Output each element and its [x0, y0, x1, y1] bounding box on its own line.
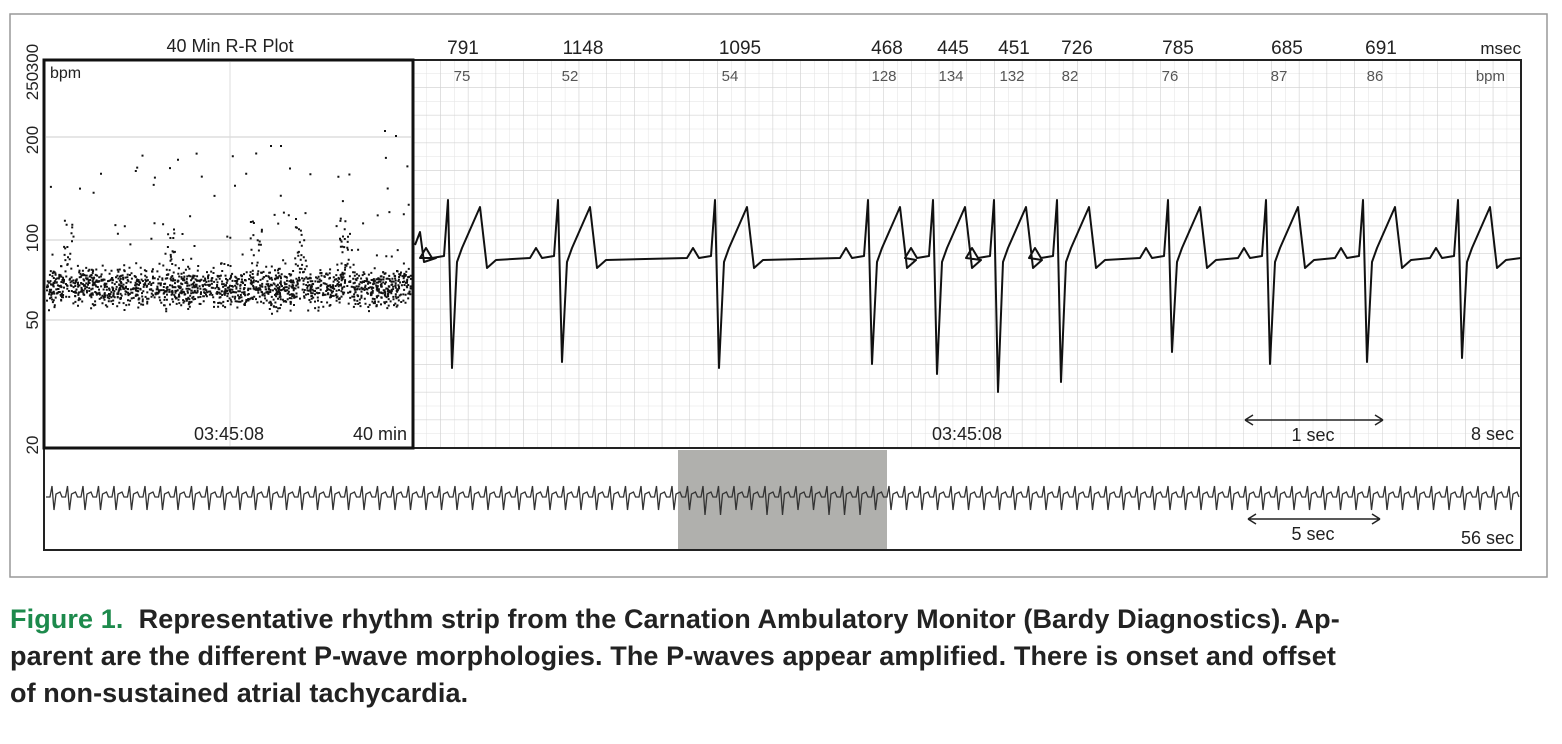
strip-time: 03:45:08 — [932, 424, 1002, 444]
interval-label: 451 — [998, 38, 1030, 59]
interval-label: 685 — [1271, 38, 1303, 59]
rate-label: 82 — [1062, 68, 1079, 85]
interval-label: 726 — [1061, 38, 1093, 59]
rate-label: 132 — [999, 68, 1024, 85]
interval-label: 791 — [447, 38, 479, 59]
rate-label: 128 — [871, 68, 896, 85]
rr-unit: bpm — [50, 65, 81, 82]
figure: 40 Min R-R Plot bpm 03:45:08 40 min msec… — [9, 13, 1548, 578]
rate-label: 52 — [562, 68, 579, 85]
rate-label: 75 — [454, 68, 471, 85]
interval-label: 468 — [871, 38, 903, 59]
interval-label: 691 — [1365, 38, 1397, 59]
rr-tick-label: 20 — [23, 436, 42, 455]
interval-unit: msec — [1480, 39, 1521, 58]
rate-label: 54 — [722, 68, 739, 85]
caption-text: Representative rhythm strip from the Car… — [138, 604, 1340, 634]
rr-tick-label: 50 — [23, 311, 42, 330]
scale-arrow — [1244, 414, 1384, 426]
interval-label: 1095 — [719, 38, 761, 59]
caption-line: parent are the different P-wave morpholo… — [10, 641, 1336, 671]
rate-label: 76 — [1162, 68, 1179, 85]
overview-scale: 5 sec — [1291, 524, 1334, 544]
ecg-trace — [414, 199, 1522, 393]
overview-span: 56 sec — [1461, 528, 1514, 548]
interval-label: 1148 — [563, 38, 604, 59]
rr-tick-label: 250 — [23, 72, 42, 100]
rr-time: 03:45:08 — [194, 424, 264, 444]
caption-line: of non-sustained atrial tachycardia. — [10, 678, 469, 708]
rr-tick-label: 100 — [23, 224, 42, 252]
rate-label: 87 — [1271, 68, 1288, 85]
rr-tick-label: 300 — [23, 44, 42, 72]
rate-label: 134 — [938, 68, 963, 85]
rr-title: 40 Min R-R Plot — [166, 36, 293, 56]
strip-span: 8 sec — [1471, 424, 1514, 444]
highlight-window — [678, 450, 887, 550]
rate-label: 86 — [1367, 68, 1384, 85]
rr-tick-label: 200 — [23, 126, 42, 154]
interval-label: 445 — [937, 38, 969, 59]
interval-label: 785 — [1162, 38, 1194, 59]
strip-scale: 1 sec — [1291, 425, 1334, 445]
rate-unit: bpm — [1476, 68, 1505, 85]
caption-line: Figure 1. Representative rhythm strip fr… — [10, 604, 1340, 635]
scale-arrow — [1247, 513, 1381, 525]
ecg-grid-major — [413, 60, 1521, 448]
rr-span: 40 min — [353, 424, 407, 444]
overview-trace — [46, 485, 1520, 516]
caption-label: Figure 1. — [10, 604, 124, 634]
rr-plot — [46, 62, 412, 446]
rr-frame — [42, 58, 415, 450]
